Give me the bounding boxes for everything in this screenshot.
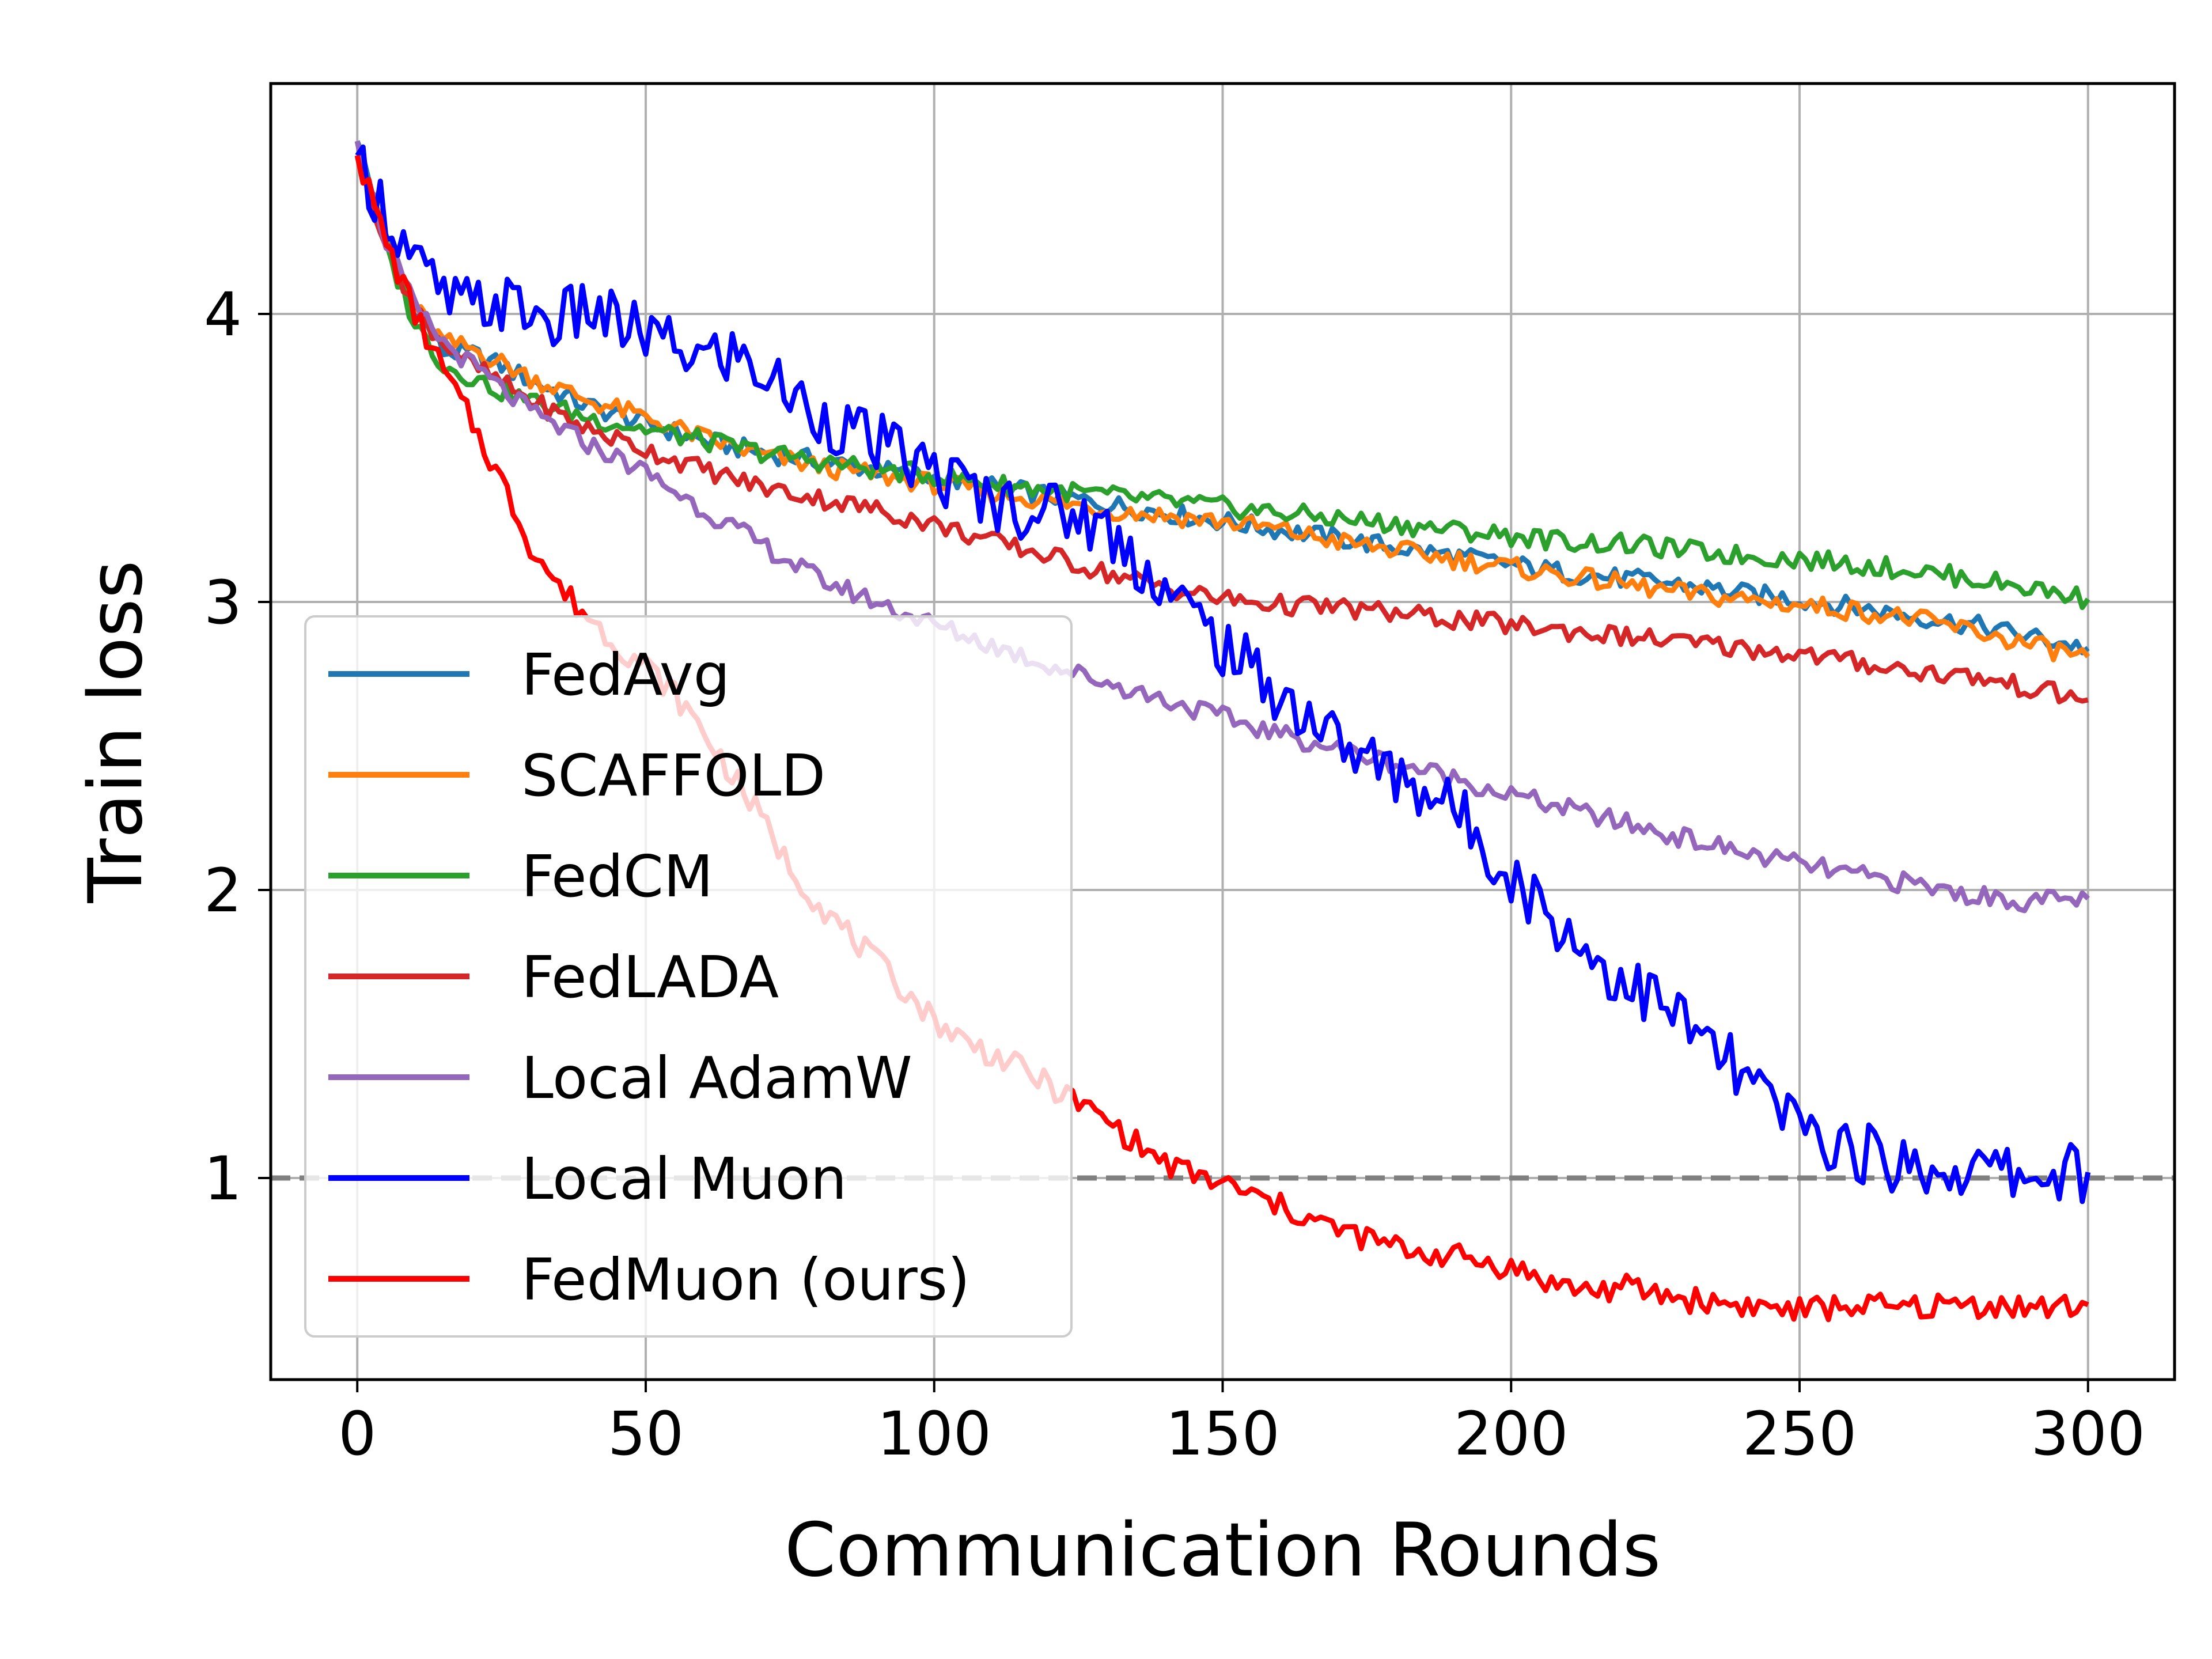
series-line-fedcm: [354, 140, 2090, 611]
x-tick-label: 300: [2031, 1399, 2146, 1469]
legend-label: SCAFFOLD: [521, 742, 825, 809]
legend-label: Local AdamW: [521, 1044, 912, 1112]
y-tick-label: 3: [204, 567, 242, 638]
x-tick-label: 50: [608, 1399, 684, 1469]
legend: FedAvg SCAFFOLD FedCM FedLADA Local AdamW Loc…: [304, 615, 1073, 1338]
y-axis-ticks: 1 2 3 4: [204, 279, 271, 1214]
y-tick-label: 2: [204, 855, 242, 926]
y-axis-title: Train loss: [73, 560, 159, 903]
x-tick-label: 200: [1454, 1399, 1569, 1469]
x-tick-label: 250: [1743, 1399, 1857, 1469]
x-axis-title: Communication Rounds: [785, 1508, 1661, 1593]
legend-label: FedAvg: [521, 641, 730, 709]
series-line-scaffold: [354, 141, 2090, 662]
legend-label: FedLADA: [521, 944, 779, 1011]
y-tick-label: 4: [204, 279, 242, 350]
legend-label: FedMuon (ours): [521, 1246, 970, 1313]
legend-box: [304, 615, 1073, 1338]
series-line-fedlada: [355, 154, 2089, 704]
legend-label: Local Muon: [521, 1145, 847, 1213]
series-line-local-adamw: [354, 141, 2090, 914]
y-tick-label: 1: [204, 1143, 242, 1214]
legend-label: FedCM: [521, 843, 713, 910]
x-tick-label: 150: [1165, 1399, 1280, 1469]
series-line-local-muon: [355, 144, 2091, 1205]
x-tick-label: 0: [338, 1399, 376, 1469]
x-tick-label: 100: [877, 1399, 991, 1469]
x-axis-ticks: 0 50 100 150 200 250 300: [338, 1380, 2145, 1469]
